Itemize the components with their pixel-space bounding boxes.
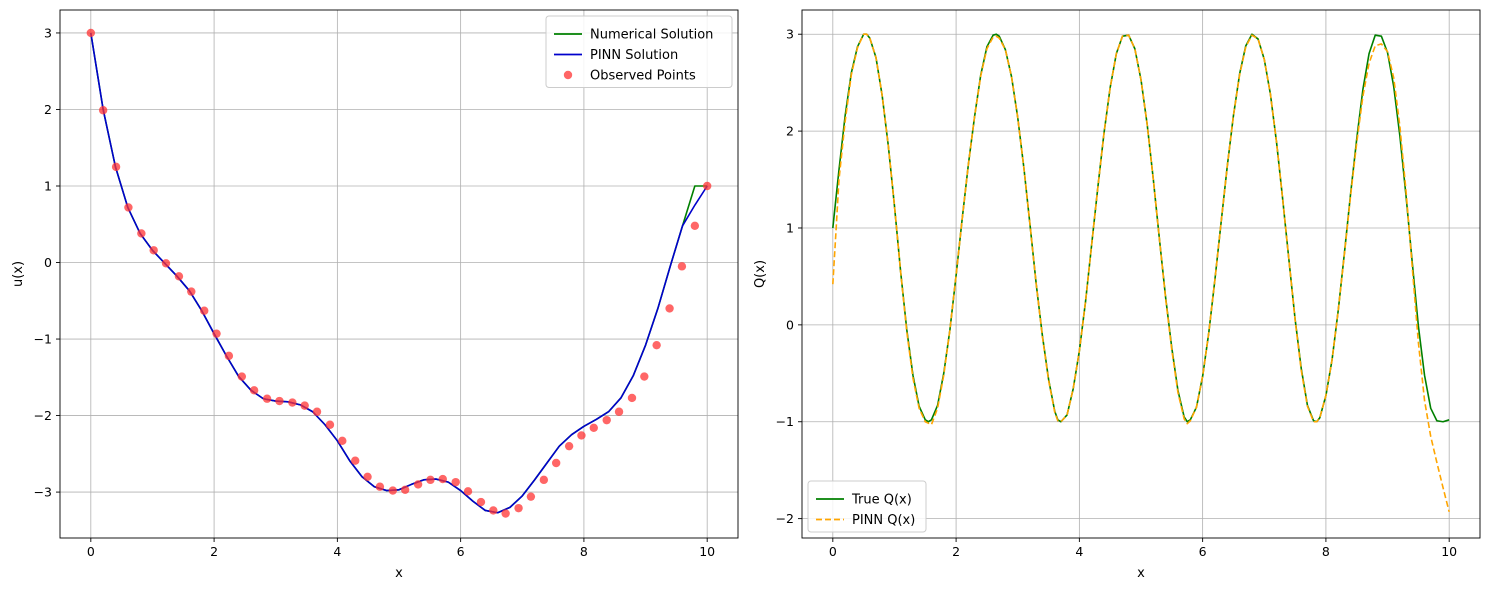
data-point [111,162,121,172]
data-point [564,441,574,451]
data-point [212,329,221,338]
x-axis-label: x [1137,566,1145,581]
data-point [124,203,133,212]
data-point [438,474,447,484]
data-point [514,503,523,513]
x-tick-label: 0 [829,544,837,559]
data-point [338,436,347,446]
data-point [702,181,712,191]
data-point [526,492,536,501]
data-point [476,497,486,507]
data-point [627,393,637,403]
y-tick-label: 1 [44,179,52,194]
data-point [312,407,322,416]
plot-area [86,28,712,518]
data-point [363,472,372,481]
data-point [463,487,473,496]
data-point [413,480,423,489]
data-point [300,401,309,410]
series-line [90,32,708,514]
y-tick-label: 1 [786,220,794,235]
data-point [551,458,561,468]
legend-label: Numerical Solution [590,28,713,43]
data-point [677,262,687,271]
data-point [137,229,146,238]
data-point [640,372,649,381]
y-tick-label: −2 [34,408,52,423]
data-point [149,246,158,255]
legend: True Q(x) PINN Q(x) [807,480,927,533]
legend-label: PINN Q(x) [852,513,915,528]
series-line [90,32,708,514]
data-point [200,306,209,315]
data-point [351,456,360,465]
x-tick-label: 10 [699,544,715,559]
y-tick-label: −2 [776,511,794,526]
data-point [489,506,498,515]
axes-frame [801,9,1481,539]
data-point [262,394,272,403]
y-tick-label: 3 [44,25,52,40]
data-point [161,259,171,268]
x-tick-label: 6 [457,544,465,559]
data-point [602,415,611,425]
y-tick-label: 0 [786,317,794,332]
plot-area [832,33,1450,513]
data-point [451,477,460,487]
legend: Numerical Solution PINN Solution Observed … [545,15,733,88]
legend-marker [563,70,573,80]
x-axis-label: x [395,566,403,581]
x-tick-label: 4 [1075,544,1083,559]
x-tick-label: 8 [1322,544,1330,559]
data-point [426,475,435,485]
data-point [275,396,284,406]
y-tick-label: 0 [44,255,52,270]
legend-label: True Q(x) [851,493,912,508]
y-tick-label: −3 [34,485,52,500]
legend-label: Observed Points [590,69,696,84]
data-point [501,509,510,518]
axes-frame [59,9,739,539]
data-point [98,106,108,115]
x-tick-label: 4 [333,544,341,559]
y-axis-label: u(x) [11,261,26,287]
data-point [325,420,335,429]
y-tick-label: −1 [34,332,52,347]
legend-box [545,15,733,88]
data-point [249,386,259,395]
data-point [288,398,297,407]
x-tick-label: 2 [952,544,960,559]
data-point [388,486,398,495]
data-point [652,340,661,350]
y-tick-label: −1 [776,414,794,429]
data-point [690,221,700,230]
x-tick-label: 10 [1441,544,1457,559]
x-tick-label: 0 [87,544,95,559]
x-tick-label: 2 [210,544,218,559]
y-tick-label: 2 [44,102,52,117]
data-point [589,423,598,433]
data-point [665,304,674,313]
data-point [224,351,234,361]
x-tick-label: 8 [580,544,588,559]
y-tick-label: 2 [786,124,794,139]
data-point [174,272,184,281]
y-axis-label: Q(x) [753,260,768,288]
data-point [614,407,624,416]
y-tick-label: 3 [786,27,794,42]
data-point [86,28,96,38]
data-point [400,485,410,494]
data-point [187,287,196,296]
data-point [237,372,247,381]
legend-label: PINN Solution [590,48,678,63]
x-tick-label: 6 [1199,544,1207,559]
data-point [577,431,586,440]
data-point [539,475,549,485]
series-line [832,33,1450,513]
data-point [375,482,385,491]
